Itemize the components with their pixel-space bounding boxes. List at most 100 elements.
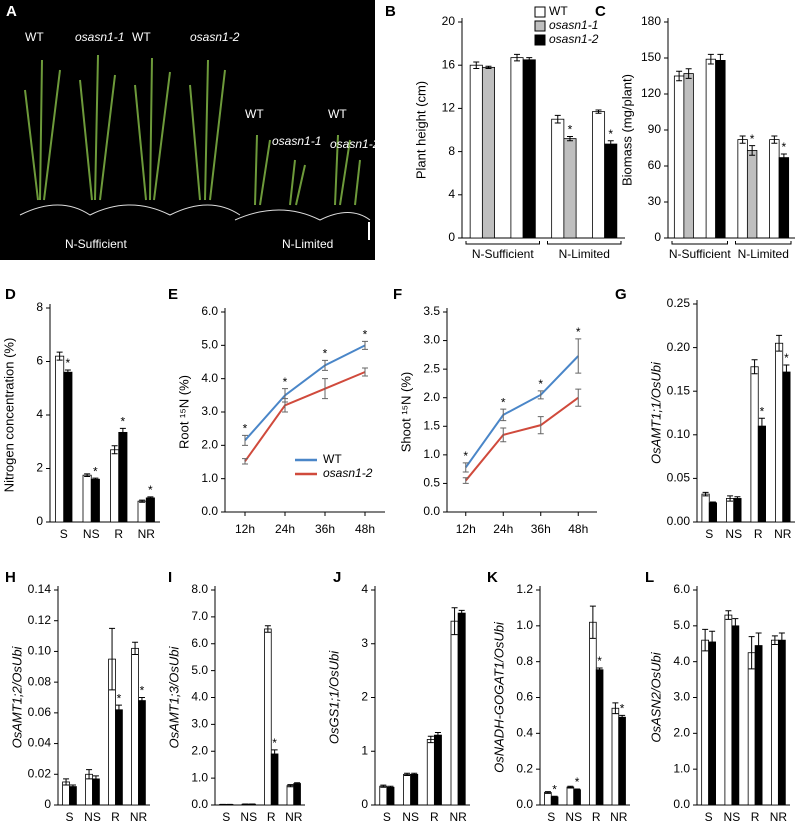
x-tick-label: S <box>222 810 230 824</box>
error-bar <box>575 388 582 407</box>
error-bar <box>619 714 626 720</box>
significance-marker: * <box>575 775 580 789</box>
y-tick-label: 1.0 <box>191 770 208 784</box>
bar <box>782 371 791 523</box>
line <box>244 344 366 441</box>
x-tick-label: NS <box>84 810 101 824</box>
bar <box>563 138 577 239</box>
error-bar <box>362 367 368 377</box>
bar <box>754 645 763 806</box>
error-bar <box>63 778 70 786</box>
y-tick-label: 0.12 <box>28 613 52 627</box>
y-tick-label: 0.0 <box>201 504 218 518</box>
y-tick-label: 1 <box>361 743 368 757</box>
y-tick-label: 4.0 <box>673 654 690 668</box>
y-tick-label: 1.5 <box>423 418 440 432</box>
bar <box>403 773 412 806</box>
photo-label: WT <box>328 107 347 121</box>
error-bar <box>86 769 93 780</box>
y-tick-label: 0.5 <box>423 476 440 490</box>
panel-letter: H <box>5 569 16 586</box>
x-tick-label: 36h <box>315 522 335 536</box>
bar <box>386 786 395 806</box>
bar <box>592 111 606 239</box>
bar <box>737 139 748 239</box>
photo-label: WT <box>25 30 44 44</box>
y-tick-label: 3 <box>361 636 368 650</box>
x-tick-label: NR <box>610 810 628 824</box>
y-tick-label: 1.0 <box>201 471 218 485</box>
x-tick-label: R <box>111 810 120 824</box>
y-tick-label: 0.10 <box>28 644 52 658</box>
significance-marker: * <box>597 654 602 668</box>
y-tick-label: 16 <box>442 57 456 71</box>
x-tick-label: NR <box>449 810 467 824</box>
error-bar <box>758 417 765 435</box>
y-tick-label: 0.06 <box>28 705 52 719</box>
y-tick-label: 12 <box>442 101 456 115</box>
significance-marker: * <box>140 684 145 698</box>
bar <box>611 707 620 806</box>
error-bar <box>554 114 561 124</box>
bar <box>551 118 565 239</box>
bar <box>63 371 73 523</box>
error-bar <box>462 462 469 473</box>
significance-marker: * <box>243 422 248 436</box>
error-bar <box>242 458 248 465</box>
error-bar <box>778 632 785 648</box>
bar <box>618 716 626 806</box>
y-tick-label: 0.08 <box>28 674 52 688</box>
significance-marker: * <box>784 351 789 365</box>
y-tick-label: 5.0 <box>191 663 208 677</box>
y-axis-label: OsNADH-GOGAT1/OsUbi <box>491 621 506 773</box>
bar <box>775 342 784 523</box>
error-bar <box>732 618 739 634</box>
y-tick-label: 0.2 <box>516 761 533 775</box>
x-tick-label: S <box>547 810 555 824</box>
significance-marker: * <box>148 483 153 497</box>
error-bar <box>119 427 126 437</box>
x-tick-label: R <box>751 810 760 824</box>
x-tick-label: 36h <box>531 522 551 536</box>
y-tick-label: 4 <box>448 187 455 201</box>
y-tick-label: 3.0 <box>673 690 690 704</box>
error-bar <box>500 408 507 422</box>
error-bar <box>776 334 783 352</box>
error-bar <box>473 61 480 69</box>
panel-letter: I <box>168 569 172 586</box>
error-bar <box>451 607 458 636</box>
bar <box>433 734 442 806</box>
bar <box>750 366 759 523</box>
error-bar <box>709 630 716 654</box>
group-label: N-Limited <box>738 247 789 261</box>
panel-letter: D <box>5 286 16 303</box>
bar <box>69 786 77 806</box>
y-tick-label: 2 <box>361 690 368 704</box>
x-tick-label: R <box>430 810 439 824</box>
y-tick-label: 1.2 <box>516 582 533 596</box>
significance-marker: * <box>568 123 573 137</box>
error-bar <box>109 627 116 691</box>
group-bracket <box>671 241 728 245</box>
x-tick-label: S <box>383 810 391 824</box>
bar <box>522 59 536 239</box>
y-tick-label: 8 <box>36 300 43 314</box>
bar <box>566 786 575 806</box>
bar <box>778 157 790 239</box>
x-tick-label: R <box>267 810 276 824</box>
x-tick-label: R <box>592 810 601 824</box>
error-bar <box>115 704 122 715</box>
line <box>464 396 579 482</box>
photo-label: osasn1-1 <box>75 30 124 44</box>
panel-letter: F <box>393 286 402 303</box>
bar <box>270 753 279 806</box>
panel-letter: C <box>595 3 606 20</box>
line <box>464 355 579 469</box>
error-bar <box>111 445 118 455</box>
group-bracket <box>465 241 540 245</box>
significance-marker: * <box>283 375 288 389</box>
error-bar <box>434 731 441 739</box>
y-tick-label: 1.0 <box>673 761 690 775</box>
x-tick-label: 48h <box>355 522 375 536</box>
